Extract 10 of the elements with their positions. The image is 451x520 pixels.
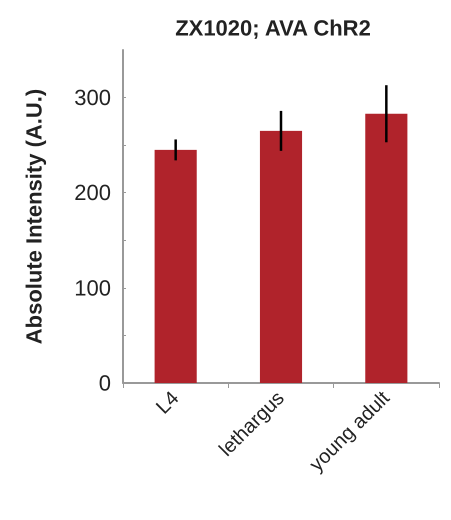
y-tick-label: 0 [98,370,111,396]
y-tick-label: 100 [74,275,111,300]
bar [260,130,302,383]
y-tick-label: 300 [74,85,111,110]
y-axis-title: Absolute Intensity (A.U.) [22,88,46,344]
bar [154,150,197,383]
bar [365,114,408,383]
y-tick-label: 200 [74,180,111,206]
x-tick-label: L4 [152,387,184,418]
chart-title: ZX1020; AVA ChR2 [175,16,371,40]
